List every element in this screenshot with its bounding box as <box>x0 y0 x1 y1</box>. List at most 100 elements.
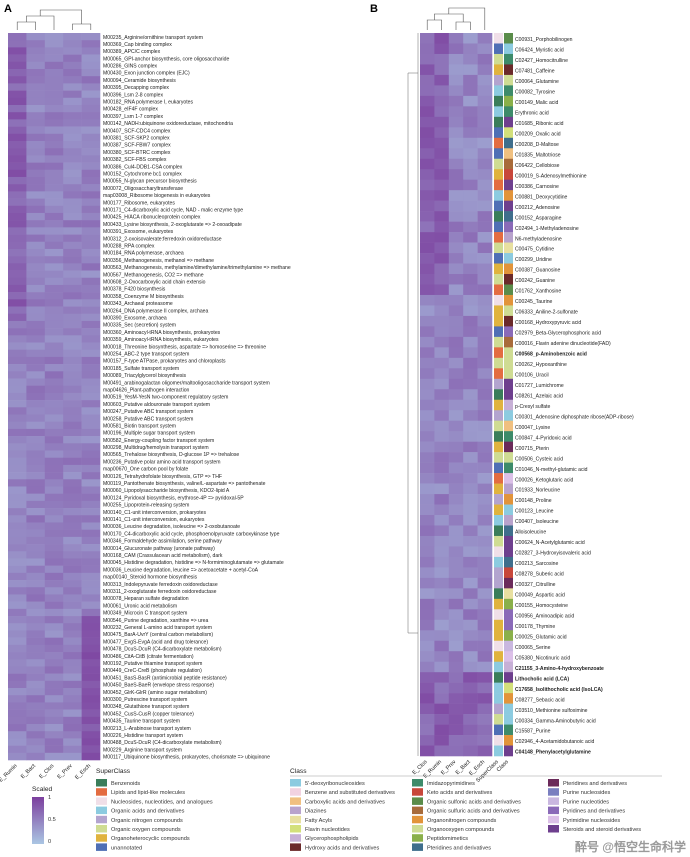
heatmap-b-cell <box>448 651 464 662</box>
class-annotation-cell <box>504 609 513 621</box>
heatmap-b-cell <box>420 410 435 421</box>
heatmap-a-cell <box>26 515 46 523</box>
heatmap-a-cell <box>63 630 82 638</box>
heatmap-b-cell <box>463 546 478 558</box>
heatmap-b-cell <box>434 127 450 139</box>
heatmap-b-cell <box>434 74 450 86</box>
heatmap-b-cell <box>477 619 493 631</box>
heatmap-b-cell <box>477 651 493 662</box>
heatmap-b-row-label: C08278_Suberic acid <box>515 572 564 578</box>
heatmap-a-cell <box>81 155 101 163</box>
heatmap-b-cell <box>463 619 478 631</box>
heatmap-a-cell <box>8 270 27 279</box>
heatmap-b-cell <box>477 253 493 264</box>
superclass-annotation-cell <box>494 473 503 484</box>
heatmap-a-cell <box>44 364 64 372</box>
superclass-legend-swatch <box>96 806 107 815</box>
heatmap-b-cell <box>463 106 478 118</box>
heatmap-b-cell <box>434 347 450 359</box>
class-legend-label: Carboxylic acids and derivatives <box>305 799 385 805</box>
heatmap-a-cell <box>26 248 46 257</box>
heatmap-b-cell <box>434 336 450 348</box>
heatmap-a-row-label: M00491_arabinogalactan oligomer/maltooli… <box>103 380 270 386</box>
heatmap-b-row-label: C00386_Carnosine <box>515 184 559 190</box>
heatmap-a-cell <box>44 126 64 135</box>
heatmap-b-cell <box>448 315 464 327</box>
heatmap-b-cell <box>477 190 493 201</box>
class-annotation-cell <box>504 714 513 725</box>
superclass-annotation-cell <box>494 661 503 673</box>
heatmap-a-cell <box>63 623 82 631</box>
heatmap-b-row-label: C00956_Aminoadipic acid <box>515 613 574 619</box>
class-legend-swatch <box>412 806 423 815</box>
heatmap-b-cell <box>477 462 493 474</box>
heatmap-a-cell <box>44 724 64 732</box>
heatmap-a-cell <box>81 68 101 77</box>
heatmap-b-cell <box>448 504 464 516</box>
heatmap-b-row-label: C02979_Beta-Glycerophosphoric acid <box>515 331 601 337</box>
heatmap-b-cell <box>434 410 450 421</box>
heatmap-a-cell <box>63 385 82 394</box>
heatmap-a-cell <box>81 385 101 394</box>
heatmap-a-cell <box>63 421 82 430</box>
class-annotation-cell <box>504 577 513 589</box>
heatmap-b-cell <box>477 556 493 568</box>
heatmap-b-cell <box>448 357 464 369</box>
heatmap-a-cell <box>8 364 27 372</box>
heatmap-a-cell <box>26 616 46 624</box>
heatmap-b-cell <box>477 473 493 484</box>
heatmap-a-cell <box>44 356 64 365</box>
class-annotation-cell <box>504 672 513 683</box>
heatmap-b-cell <box>448 43 464 55</box>
heatmap-a-cell <box>26 184 46 192</box>
heatmap-a-cell <box>8 688 27 696</box>
heatmap-b-cell <box>477 179 493 191</box>
heatmap-b-cell <box>448 253 464 264</box>
heatmap-a-cell <box>8 544 27 552</box>
heatmap-b-cell <box>434 546 450 558</box>
heatmap-b-row-label: C00047_Lysine <box>515 425 550 431</box>
heatmap-a-cell <box>44 450 64 458</box>
heatmap-a-cell <box>44 47 64 55</box>
superclass-legend-label: Organic nitrogen compounds <box>111 818 183 824</box>
heatmap-a-row-label: M00311_2-oxoglutarate ferredoxin oxidore… <box>103 589 217 595</box>
class-annotation-cell <box>504 703 513 715</box>
heatmap-a-cell <box>63 709 82 718</box>
heatmap-a-cell <box>8 104 27 113</box>
heatmap-b-cell <box>434 431 450 442</box>
superclass-legend-label: Organic acids and derivatives <box>111 809 185 815</box>
heatmap-a-cell <box>8 443 27 451</box>
heatmap-a-cell <box>81 407 101 415</box>
heatmap-a-cell <box>26 522 46 530</box>
heatmap-b-cell <box>420 703 435 715</box>
heatmap-a-cell <box>44 83 64 91</box>
heatmap-a-cell <box>44 529 64 538</box>
heatmap-b-cell <box>477 64 493 76</box>
heatmap-a-cell <box>81 270 101 279</box>
class-annotation-cell <box>504 284 513 296</box>
heatmap-a-cell <box>8 162 27 171</box>
heatmap-a-cell <box>81 688 101 696</box>
heatmap-b-cell <box>463 588 478 600</box>
heatmap-a-cell <box>44 191 64 199</box>
heatmap-b-cell <box>420 693 435 704</box>
heatmap-a-cell <box>8 680 27 689</box>
superclass-legend-title: SuperClass <box>96 768 131 775</box>
heatmap-a-cell <box>26 205 46 214</box>
heatmap-b-cell <box>434 253 450 264</box>
heatmap-b-cell <box>420 274 435 285</box>
heatmap-a-cell <box>63 644 82 653</box>
class-annotation-cell <box>504 515 513 526</box>
class-annotation-cell <box>504 567 513 579</box>
class-annotation-cell <box>504 389 513 401</box>
heatmap-b-cell <box>434 724 450 736</box>
heatmap-a-row-label: M00182_RNA polymerase I, eukaryotes <box>103 100 193 106</box>
class-annotation-cell <box>504 253 513 264</box>
scale-legend-tick: 0.5 <box>48 817 56 823</box>
superclass-annotation-cell <box>494 274 503 285</box>
heatmap-a-cell <box>63 292 82 300</box>
class-legend-label: Pteridines and derivatives <box>427 845 491 851</box>
class-annotation-cell <box>504 473 513 484</box>
heatmap-a-cell <box>63 212 82 221</box>
heatmap-a-cell <box>26 97 46 106</box>
